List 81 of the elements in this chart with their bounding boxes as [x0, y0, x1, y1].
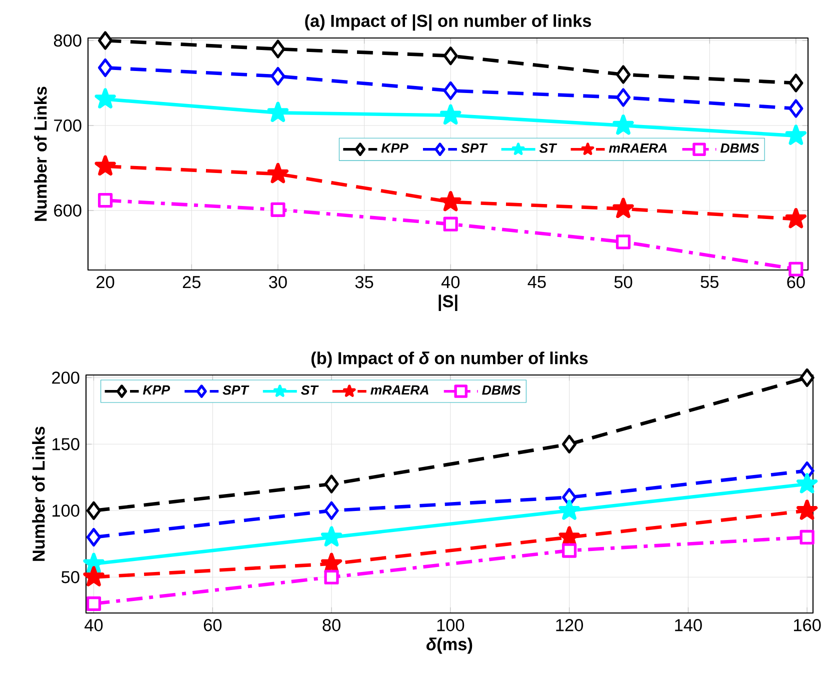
point [796, 500, 818, 520]
point [558, 526, 580, 546]
point [83, 552, 104, 574]
y-tick-label: 50 [62, 571, 80, 584]
x-axis-title: |S| [438, 294, 458, 311]
x-tick-label: 80 [322, 619, 340, 632]
point [788, 99, 804, 118]
point [616, 234, 631, 250]
point [796, 473, 818, 494]
x-tick-label: 140 [675, 619, 702, 632]
point [98, 193, 113, 208]
point [94, 155, 116, 176]
x-tick-label: 120 [556, 619, 583, 632]
point [94, 88, 116, 108]
point [267, 162, 288, 184]
x-tick-label: 50 [614, 276, 632, 288]
point [788, 74, 804, 92]
y-axis-title: Number of Links [32, 426, 45, 561]
legend-label: SPT [222, 385, 250, 395]
point [440, 191, 462, 212]
legend-label: DBMS [482, 385, 521, 395]
point [324, 474, 339, 494]
x-tick-label: 35 [355, 276, 374, 288]
point [324, 501, 339, 520]
point [558, 500, 580, 520]
chart-title: (a) Impact of |S| on number of links [305, 14, 592, 31]
point [443, 216, 458, 232]
point [83, 566, 104, 586]
x-tick-label: 60 [787, 276, 805, 288]
point [562, 543, 577, 558]
x-tick-label: 55 [700, 276, 718, 288]
x-tick-label: 40 [441, 276, 460, 288]
point [440, 104, 462, 125]
chart-title: (b) Impact of δ on number of links [311, 352, 588, 368]
point [616, 88, 631, 107]
point [267, 102, 288, 122]
x-tick-label: 25 [182, 276, 200, 288]
x-axis-title: δ(ms) [426, 638, 472, 654]
legend-label: ST [539, 143, 558, 153]
legend-label: KPP [142, 385, 170, 395]
legend-label: SPT [461, 143, 488, 153]
legend-label: KPP [381, 143, 408, 153]
point [443, 46, 458, 66]
point [86, 528, 102, 547]
y-tick-label: 800 [54, 34, 82, 47]
y-tick-label: 600 [54, 204, 82, 217]
legend-label: ST [301, 385, 319, 395]
point [270, 66, 286, 86]
point [320, 526, 342, 546]
point [562, 434, 577, 454]
point [270, 40, 286, 58]
legend-label: DBMS [720, 143, 760, 153]
point [324, 570, 339, 584]
x-tick-label: 40 [84, 619, 103, 632]
x-tick-label: 160 [794, 619, 821, 632]
legend-label: mRAERA [608, 143, 667, 153]
point [800, 530, 814, 545]
point [443, 81, 458, 100]
point [616, 65, 631, 84]
point [612, 114, 634, 135]
point [270, 202, 286, 217]
x-tick-label: 30 [269, 276, 287, 288]
point [98, 31, 113, 50]
point [800, 368, 814, 387]
x-tick-label: 45 [528, 276, 546, 288]
point [98, 58, 113, 78]
y-tick-label: 150 [52, 438, 80, 450]
point [785, 208, 806, 228]
point [86, 596, 102, 612]
x-tick-label: 60 [204, 619, 222, 632]
y-tick-label: 700 [54, 119, 82, 132]
point [785, 124, 806, 145]
point [612, 198, 634, 218]
legend-label: mRAERA [370, 385, 428, 395]
y-tick-label: 200 [52, 372, 80, 384]
point [788, 262, 804, 276]
point [86, 501, 102, 520]
y-axis-title: Number of Links [34, 86, 47, 221]
x-tick-label: 100 [437, 619, 464, 632]
x-tick-label: 20 [96, 276, 114, 288]
y-tick-label: 100 [52, 504, 80, 517]
